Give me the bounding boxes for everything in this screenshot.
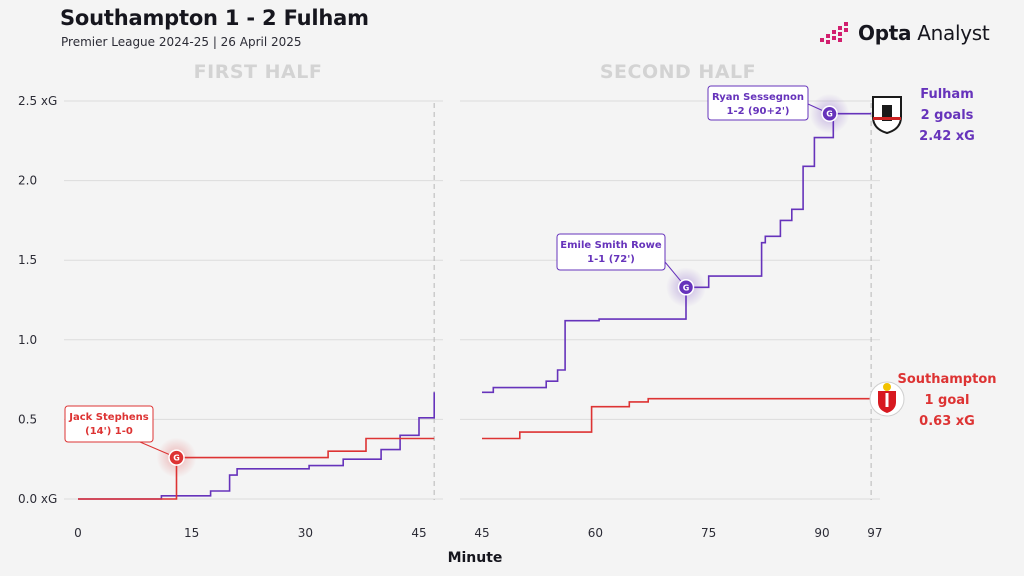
x-tick-label: 97	[867, 526, 882, 540]
y-tick-label: 0.5	[18, 412, 37, 426]
team-label-goals: 1 goal	[924, 393, 969, 408]
series-line-fulham	[482, 112, 872, 394]
crest-tree	[885, 393, 889, 407]
panel-title: SECOND HALF	[600, 61, 756, 83]
y-tick-label: 0.0 xG	[18, 492, 57, 506]
goal-callout-detail: 1-1 (72')	[587, 254, 635, 265]
team-label-xg: 2.42 xG	[919, 129, 975, 144]
y-tick-label: 1.5	[18, 253, 37, 267]
goal-callout-scorer: Emile Smith Rowe	[560, 240, 662, 251]
goal-marker-letter: G	[173, 454, 180, 463]
x-tick-label: 90	[814, 526, 829, 540]
series-line-fulham	[78, 392, 436, 500]
crest-stripe	[873, 117, 901, 120]
goal-callout-scorer: Jack Stephens	[68, 412, 148, 423]
x-tick-label: 0	[74, 526, 82, 540]
crest-block	[882, 105, 892, 121]
brand-name-bold: Opta	[858, 21, 912, 45]
goal-callout-detail: 1-2 (90+2')	[726, 106, 789, 117]
goal-callout-scorer: Ryan Sessegnon	[712, 92, 804, 103]
goal-callout-box	[556, 233, 666, 271]
goal-marker	[821, 105, 838, 122]
crest-halo	[883, 383, 891, 391]
brand-logo: Opta Analyst	[818, 18, 990, 48]
team-label-name: Southampton	[897, 372, 996, 387]
goal-marker-letter: G	[826, 110, 833, 119]
series-line-southampton	[78, 437, 435, 500]
brand-name-regular: Analyst	[917, 21, 990, 45]
goal-callout-detail: (14') 1-0	[85, 426, 133, 437]
goal-marker	[677, 279, 695, 296]
goal-marker	[168, 449, 185, 466]
goal-callout-box	[707, 85, 809, 121]
fulham-crest-icon	[872, 96, 902, 135]
chart-title: Southampton 1 - 2 Fulham	[60, 6, 369, 30]
goal-callout-box	[64, 405, 154, 443]
opta-logo-icon	[820, 22, 848, 44]
x-tick-label: 60	[588, 526, 603, 540]
chart-subtitle: Premier League 2024-25 | 26 April 2025	[61, 35, 302, 49]
southampton-crest-icon	[869, 381, 905, 417]
x-axis-title: Minute	[448, 550, 503, 566]
y-tick-label: 2.0	[18, 174, 37, 188]
x-tick-label: 75	[701, 526, 716, 540]
x-tick-label: 45	[474, 526, 489, 540]
panel-title: FIRST HALF	[194, 61, 323, 83]
x-tick-label: 45	[411, 526, 426, 540]
x-tick-label: 15	[184, 526, 199, 540]
team-label-xg: 0.63 xG	[919, 414, 975, 429]
goal-marker-letter: G	[683, 283, 690, 292]
series-line-southampton	[482, 397, 872, 440]
team-label-goals: 2 goals	[921, 108, 974, 123]
team-label-name: Fulham	[920, 87, 974, 102]
y-tick-label: 2.5 xG	[18, 94, 57, 108]
y-tick-label: 1.0	[18, 333, 37, 347]
x-tick-label: 30	[298, 526, 313, 540]
